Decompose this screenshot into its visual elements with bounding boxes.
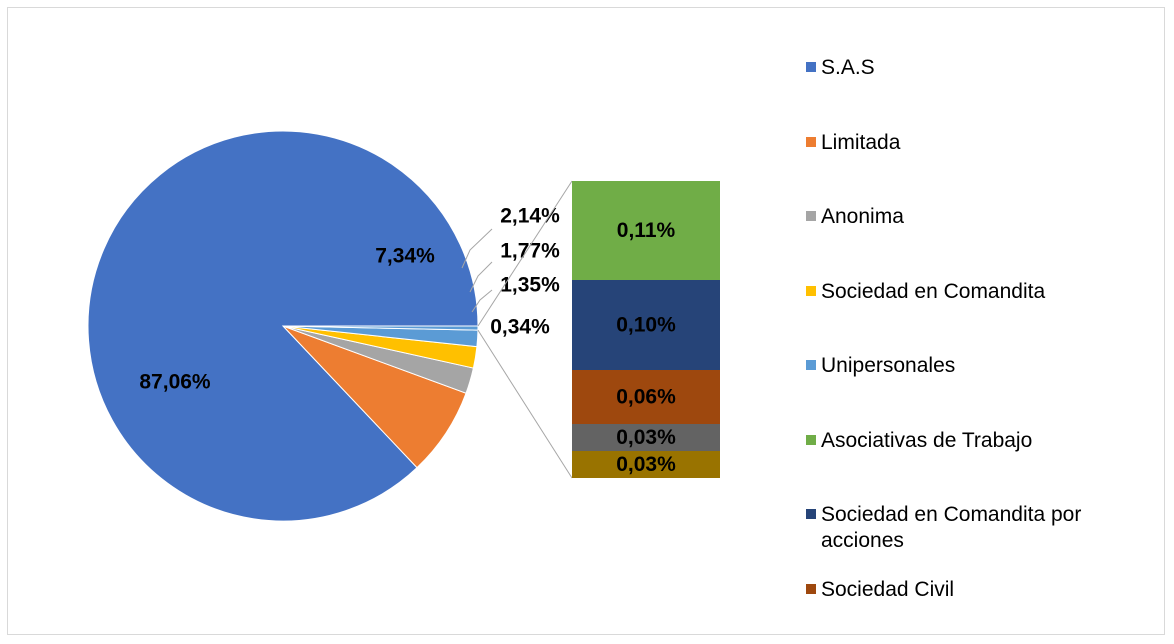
legend-item: Asociativas de Trabajo — [806, 428, 1032, 454]
legend-item: Limitada — [806, 130, 900, 156]
legend-label: Sociedad Civil — [821, 577, 955, 601]
legend-item: Anonima — [806, 204, 904, 230]
legend-item: S.A.S — [806, 55, 875, 81]
legend-label: Unipersonales — [821, 354, 956, 377]
data-label: 0,11% — [617, 219, 676, 242]
bar-segment — [572, 451, 720, 478]
legend-item: Sociedad en Comandita — [806, 279, 1045, 305]
connector-line — [477, 329, 573, 479]
bar-segment — [572, 370, 720, 424]
data-label: 0,03% — [616, 453, 676, 476]
legend-label: S.A.S — [821, 56, 875, 79]
leader-line — [471, 289, 493, 313]
legend-item: Unipersonales — [806, 353, 955, 379]
legend-swatch — [806, 583, 816, 594]
data-label: 1,35% — [500, 274, 560, 297]
connector-line — [477, 180, 573, 327]
legend-swatch — [806, 509, 816, 519]
data-label: 0,06% — [616, 386, 676, 409]
legend-label: Sociedad en Comandita por acciones — [821, 503, 1082, 552]
data-label: 87,06% — [139, 371, 211, 394]
bar-segment — [572, 280, 720, 370]
legend-swatch — [806, 211, 816, 221]
legend-swatch — [806, 285, 816, 296]
legend-label: Anonima — [821, 205, 904, 228]
legend-swatch — [806, 62, 816, 72]
legend-item: Sociedad Civil — [806, 577, 954, 603]
leader-line — [461, 228, 493, 269]
data-label: 0,34% — [490, 316, 550, 339]
data-label: 0,10% — [616, 314, 676, 337]
data-label: 1,77% — [500, 240, 560, 263]
bar-segment — [572, 181, 720, 280]
legend-label: Sociedad en Comandita — [821, 279, 1046, 303]
chart-frame — [7, 7, 1165, 635]
leader-line — [469, 261, 493, 293]
data-label: 0,03% — [616, 426, 676, 449]
legend-swatch — [806, 434, 816, 445]
legend-item: Sociedad en Comandita por acciones — [806, 502, 1141, 554]
data-label: 2,14% — [500, 205, 560, 228]
data-label: 7,34% — [375, 245, 435, 268]
legend-swatch — [806, 360, 816, 370]
legend-swatch — [806, 136, 816, 147]
legend-label: Asociativas de Trabajo — [821, 428, 1033, 452]
pie-slice — [282, 325, 479, 331]
legend-label: Limitada — [821, 130, 901, 154]
bar-segment — [572, 424, 720, 451]
